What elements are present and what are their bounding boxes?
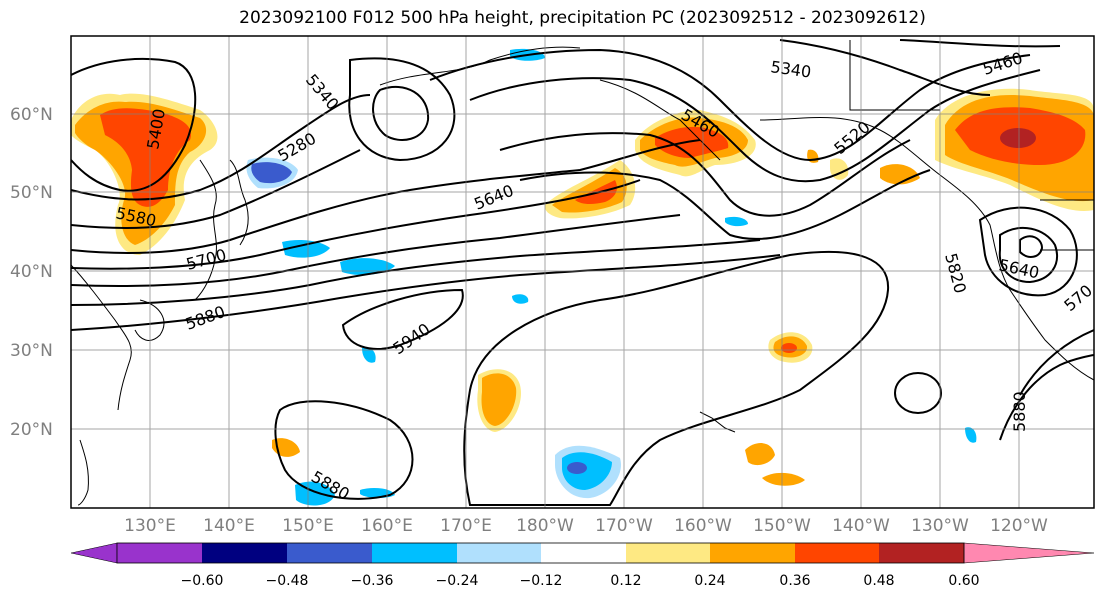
colorbar-tick-label: −0.24 xyxy=(436,573,479,589)
lon-label-140e: 140°E xyxy=(203,516,255,536)
lon-label-140w: 140°W xyxy=(832,516,890,536)
colorbar-segment-7 xyxy=(626,543,710,563)
colorbar-segment-3 xyxy=(287,543,372,563)
height-contours xyxy=(71,39,1094,506)
lon-label-150w: 150°W xyxy=(753,516,811,536)
lon-label-130e: 130°E xyxy=(124,516,176,536)
map-background xyxy=(71,36,1094,508)
colorbar-segment-6 xyxy=(541,543,626,563)
colorbar-segment-9 xyxy=(795,543,879,563)
colorbar-tick-label: −0.36 xyxy=(351,573,394,589)
colorbar-segment-2 xyxy=(202,543,287,563)
lon-label-170e: 170°E xyxy=(440,516,492,536)
lon-label-180w: 180°W xyxy=(516,516,574,536)
colorbar-extend-high xyxy=(963,542,1095,564)
colorbar-segment-10 xyxy=(879,543,964,563)
lat-label-30: 30°N xyxy=(10,341,53,361)
contour-label-5880-east: 5880 xyxy=(1010,391,1029,432)
colorbar-segment-5 xyxy=(457,543,541,563)
lon-label-150e: 150°E xyxy=(282,516,334,536)
colorbar-segment-4 xyxy=(372,543,457,563)
colorbar-tick-label: −0.60 xyxy=(181,573,224,589)
lon-label-130w: 130°W xyxy=(911,516,969,536)
colorbar-segment-8 xyxy=(710,543,795,563)
colorbar-tick-label: 0.48 xyxy=(863,573,894,589)
map-frame xyxy=(70,35,1095,509)
lat-label-60: 60°N xyxy=(10,105,53,125)
lon-label-160w: 160°W xyxy=(674,516,732,536)
colorbar-tick-label: −0.12 xyxy=(520,573,563,589)
lon-label-170w: 170°W xyxy=(595,516,653,536)
colorbar-tick-label: 0.12 xyxy=(610,573,641,589)
colorbar-extend-low xyxy=(70,542,118,564)
lat-label-20: 20°N xyxy=(10,420,53,440)
gridlines xyxy=(71,36,1094,508)
lon-label-120w: 120°W xyxy=(990,516,1048,536)
lat-label-50: 50°N xyxy=(10,183,53,203)
latitude-labels: 60°N 50°N 40°N 30°N 20°N xyxy=(10,105,53,440)
coastlines xyxy=(71,40,1094,506)
precip-positive-areas xyxy=(71,88,1094,486)
longitude-labels: 130°E 140°E 150°E 160°E 170°E 180°W 170°… xyxy=(124,516,1048,536)
map-title: 2023092100 F012 500 hPa height, precipit… xyxy=(239,8,926,28)
colorbar-tick-label: 0.60 xyxy=(948,573,979,589)
colorbar-tick-label: −0.48 xyxy=(266,573,309,589)
colorbar-tick-label: 0.24 xyxy=(694,573,725,589)
lat-label-40: 40°N xyxy=(10,262,53,282)
colorbar-segment-1 xyxy=(117,543,202,563)
colorbar-tick-label: 0.36 xyxy=(779,573,810,589)
lon-label-160e: 160°E xyxy=(361,516,413,536)
colorbar: −0.60 −0.48 −0.36 −0.24 −0.12 0.12 0.24 … xyxy=(70,542,1095,589)
